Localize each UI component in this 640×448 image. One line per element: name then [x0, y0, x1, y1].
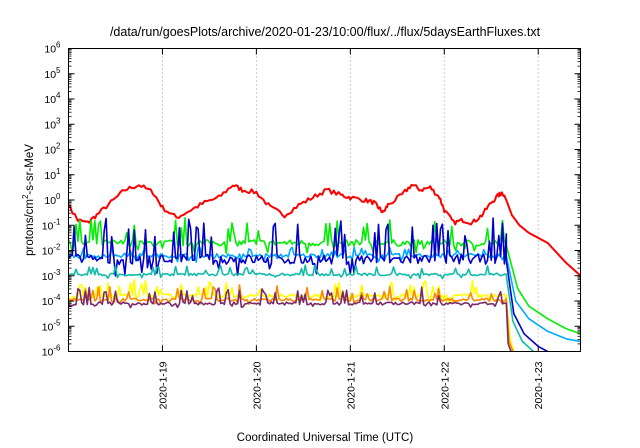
x-tick-label: 2020-1-20 — [251, 361, 263, 409]
y-tick-base: 10 — [42, 271, 54, 283]
series-line-2 — [68, 217, 581, 335]
y-axis-label-exp: 2 — [21, 194, 30, 199]
x-tick-label: 2020-1-19 — [157, 361, 169, 409]
y-tick-base: 10 — [44, 170, 56, 182]
y-tick-exp: -3 — [53, 268, 61, 277]
series-line-4 — [68, 217, 548, 352]
y-tick-exp: -5 — [53, 318, 61, 327]
y-tick-label: 106 — [44, 41, 61, 56]
y-tick-label: 103 — [44, 116, 61, 131]
y-tick-label: 10-3 — [42, 268, 61, 283]
y-axis-label-main: protons/cm — [24, 199, 36, 256]
y-tick-label: 100 — [44, 192, 61, 207]
y-tick-exp: 2 — [56, 142, 61, 151]
series-line-6 — [68, 278, 515, 352]
y-tick-base: 10 — [42, 220, 54, 232]
y-tick-label: 10-6 — [42, 344, 61, 359]
y-tick-exp: 5 — [56, 66, 61, 75]
x-axis: 2020-1-19 2020-1-20 2020-1-21 2020-1-22 2020… — [157, 48, 545, 409]
series-group — [68, 183, 581, 352]
y-tick-label: 104 — [44, 91, 61, 106]
y-tick-exp: -6 — [53, 344, 61, 353]
y-tick-label: 10-1 — [42, 217, 61, 232]
plot-frame — [68, 48, 581, 352]
series-line-8 — [68, 286, 512, 352]
y-tick-exp: 1 — [56, 167, 61, 176]
y-tick-label: 105 — [44, 66, 61, 81]
y-tick-exp: -4 — [53, 293, 61, 302]
y-tick-base: 10 — [42, 296, 54, 308]
y-tick-base: 10 — [44, 94, 56, 106]
series-line-5 — [68, 264, 535, 352]
chart-title: /data/run/goesPlots/archive/2020-01-23/1… — [110, 25, 541, 39]
y-tick-exp: 0 — [56, 192, 61, 201]
x-tick-label: 2020-1-23 — [533, 361, 545, 409]
y-tick-label: 101 — [44, 167, 61, 182]
y-tick-label: 10-5 — [42, 318, 61, 333]
y-tick-base: 10 — [42, 347, 54, 359]
y-tick-exp: 3 — [56, 116, 61, 125]
y-tick-base: 10 — [44, 145, 56, 157]
y-tick-base: 10 — [44, 195, 56, 207]
y-axis: 10610510410310210110010-110-210-310-410-… — [42, 41, 581, 359]
y-axis-label-rest: -s-sr-MeV — [24, 144, 36, 195]
y-tick-label: 102 — [44, 142, 61, 157]
x-tick-label: 2020-1-22 — [439, 361, 451, 409]
x-tick-label: 2020-1-21 — [345, 361, 357, 409]
y-tick-label: 10-2 — [42, 243, 61, 258]
y-tick-base: 10 — [42, 321, 54, 333]
y-tick-exp: 6 — [56, 41, 61, 50]
y-axis-label: protons/cm2-s-sr-MeV — [21, 144, 36, 256]
x-axis-label: Coordinated Universal Time (UTC) — [237, 432, 414, 444]
y-tick-exp: -1 — [53, 217, 61, 226]
y-tick-base: 10 — [44, 119, 56, 131]
y-tick-exp: -2 — [53, 243, 61, 252]
y-tick-exp: 4 — [56, 91, 61, 100]
y-tick-base: 10 — [42, 246, 54, 258]
y-tick-base: 10 — [44, 69, 56, 81]
series-line-7 — [68, 284, 514, 352]
series-line-1 — [68, 183, 581, 277]
y-tick-base: 10 — [44, 44, 56, 56]
y-tick-label: 10-4 — [42, 293, 61, 308]
